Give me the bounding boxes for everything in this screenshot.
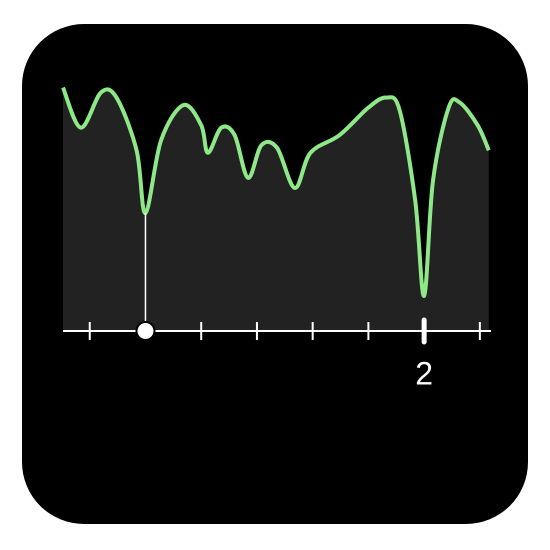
x-tick-label: 2: [415, 355, 433, 391]
cursor-handle: [135, 321, 156, 341]
area-fill: [63, 87, 489, 331]
line: [61, 86, 491, 298]
